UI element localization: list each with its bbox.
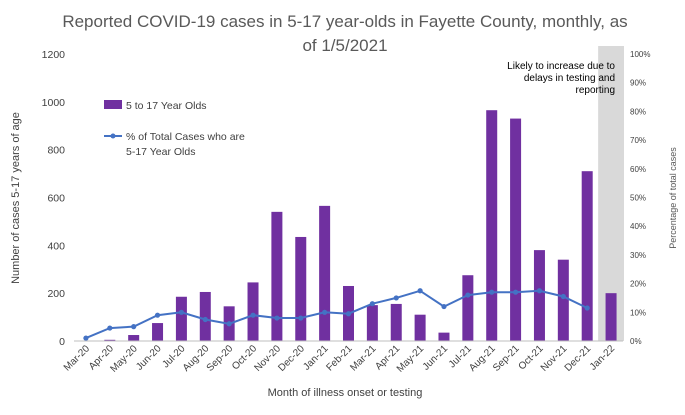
x-axis-label: Month of illness onset or testing bbox=[268, 387, 423, 399]
pct-point-oct-21 bbox=[536, 288, 543, 294]
annotation-line-2: delays in testing and bbox=[524, 73, 615, 84]
chart-title-line2: of 1/5/2021 bbox=[302, 36, 387, 55]
y-tick-600: 600 bbox=[47, 193, 65, 205]
bar-dec-20 bbox=[295, 236, 307, 341]
y2-tick-0pct: 0% bbox=[630, 337, 642, 346]
bar-may-21 bbox=[414, 314, 426, 341]
bar-may-20 bbox=[128, 335, 140, 341]
pct-point-apr-21 bbox=[393, 295, 399, 301]
x-tick-mar-20: Mar-20 bbox=[62, 343, 92, 373]
bar-oct-21 bbox=[533, 250, 545, 341]
shaded-region bbox=[598, 46, 624, 341]
y2-tick-60pct: 60% bbox=[630, 165, 646, 174]
pct-point-aug-20 bbox=[202, 316, 208, 323]
y-axis-label: Number of cases 5-17 years of age bbox=[10, 112, 22, 284]
bar-nov-20 bbox=[271, 211, 283, 341]
x-tick-jun-20: Jun-20 bbox=[134, 343, 164, 373]
bar-mar-21 bbox=[366, 305, 378, 341]
pct-point-jun-21 bbox=[441, 303, 447, 310]
bar-nov-21 bbox=[557, 259, 569, 341]
pct-point-jun-20 bbox=[154, 312, 161, 318]
x-tick-sep-20: Sep-20 bbox=[205, 343, 236, 374]
pct-point-jul-21 bbox=[465, 292, 471, 298]
x-tick-jun-21: Jun-21 bbox=[421, 343, 451, 373]
y2-tick-30pct: 30% bbox=[630, 251, 646, 260]
pct-point-may-20 bbox=[131, 324, 137, 330]
bar-apr-21 bbox=[390, 303, 402, 341]
x-tick-may-21: May-21 bbox=[395, 343, 427, 375]
y-tick-400: 400 bbox=[47, 240, 65, 252]
bar-apr-20 bbox=[104, 339, 116, 341]
pct-point-nov-21 bbox=[560, 293, 566, 300]
legend-bar-label: 5 to 17 Year Olds bbox=[126, 100, 207, 112]
pct-point-dec-20 bbox=[298, 315, 304, 321]
legend-line-label-1: % of Total Cases who are bbox=[126, 131, 245, 143]
y2-tick-90pct: 90% bbox=[630, 79, 646, 88]
x-tick-dec-21: Dec-21 bbox=[563, 343, 594, 374]
y-tick-800: 800 bbox=[47, 145, 65, 157]
x-tick-jan-22: Jan-22 bbox=[588, 343, 618, 373]
bar-dec-21 bbox=[581, 171, 593, 341]
x-tick-sep-21: Sep-21 bbox=[491, 343, 522, 374]
pct-point-aug-21 bbox=[489, 289, 495, 295]
pct-point-jul-20 bbox=[178, 309, 185, 315]
bar-jul-20 bbox=[175, 296, 187, 341]
y2-tick-80pct: 80% bbox=[630, 107, 646, 116]
pct-point-jan-21 bbox=[322, 309, 328, 315]
y2-axis-label: Percentage of total cases bbox=[668, 147, 678, 249]
x-tick-may-20: May-20 bbox=[108, 343, 140, 375]
pct-point-sep-20 bbox=[226, 321, 232, 327]
y2-tick-50pct: 50% bbox=[630, 194, 646, 203]
annotation: Likely to increase due to delays in test… bbox=[507, 61, 615, 96]
pct-point-feb-21 bbox=[345, 311, 352, 317]
pct-point-sep-21 bbox=[512, 289, 519, 295]
bar-jun-21 bbox=[438, 332, 450, 341]
bar-jul-21 bbox=[462, 275, 474, 341]
bar-aug-20 bbox=[199, 291, 211, 341]
bar-jun-20 bbox=[152, 323, 164, 341]
y2-tick-70pct: 70% bbox=[630, 136, 646, 145]
pct-point-oct-20 bbox=[250, 312, 256, 318]
y-tick-0: 0 bbox=[59, 336, 65, 348]
y2-tick-40pct: 40% bbox=[630, 222, 646, 231]
bar-aug-21 bbox=[486, 110, 498, 342]
y2-tick-10pct: 10% bbox=[630, 308, 646, 317]
y2-tick-100pct: 100% bbox=[630, 50, 650, 59]
pct-point-mar-21 bbox=[369, 301, 375, 307]
y-tick-1000: 1000 bbox=[42, 97, 66, 109]
annotation-line-1: Likely to increase due to bbox=[507, 61, 615, 72]
pct-line bbox=[85, 289, 588, 340]
pct-point-apr-20 bbox=[107, 325, 113, 331]
bar-jan-21 bbox=[319, 205, 331, 341]
legend: 5 to 17 Year Olds % of Total Cases who a… bbox=[104, 100, 245, 158]
chart-title-line1: Reported COVID-19 cases in 5-17 year-old… bbox=[62, 12, 627, 31]
pct-point-dec-21 bbox=[584, 305, 590, 311]
y-tick-200: 200 bbox=[47, 288, 65, 300]
pct-point-mar-20 bbox=[83, 335, 89, 341]
x-tick-dec-20: Dec-20 bbox=[276, 343, 307, 374]
bar-oct-20 bbox=[247, 282, 259, 341]
y-tick-1200: 1200 bbox=[42, 49, 66, 61]
bar-jan-22 bbox=[605, 293, 617, 341]
legend-line-marker bbox=[110, 133, 116, 139]
legend-line-label-2: 5-17 Year Olds bbox=[126, 146, 195, 158]
y2-tick-20pct: 20% bbox=[630, 280, 646, 289]
annotation-line-3: reporting bbox=[576, 85, 615, 96]
pct-point-may-21 bbox=[417, 288, 423, 294]
legend-bar-swatch bbox=[104, 100, 122, 109]
x-tick-mar-21: Mar-21 bbox=[348, 343, 378, 373]
pct-point-nov-20 bbox=[274, 315, 280, 321]
bar-sep-21 bbox=[510, 118, 522, 341]
